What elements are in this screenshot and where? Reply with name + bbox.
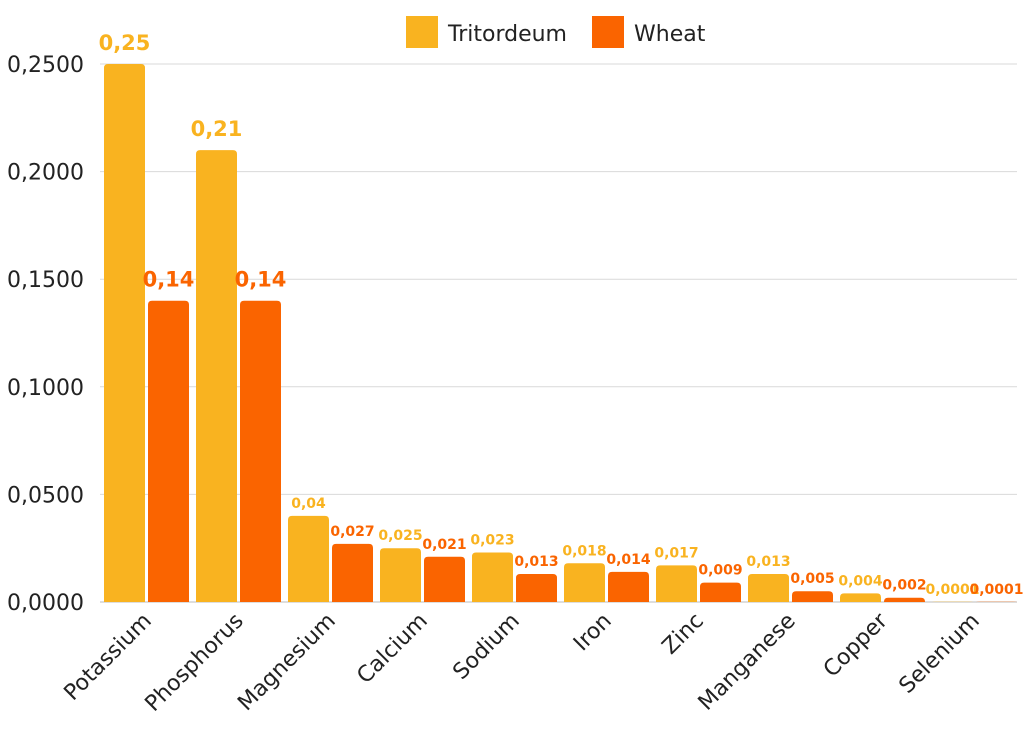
- y-tick-label: 0,1500: [7, 268, 84, 293]
- bar-tritordeum: [840, 593, 881, 602]
- bar-wheat: [792, 591, 833, 602]
- x-tick-label: Potassium: [60, 609, 157, 706]
- data-label: 0,013: [514, 554, 558, 570]
- bar-tritordeum: [656, 565, 697, 602]
- legend: Tritordeum Wheat: [406, 16, 706, 48]
- data-label: 0,21: [191, 117, 243, 141]
- x-tick-label: Manganese: [694, 609, 801, 716]
- y-tick-label: 0,0500: [7, 483, 84, 508]
- bar-wheat: [516, 574, 557, 602]
- data-label: 0,14: [143, 268, 195, 292]
- bar-tritordeum: [472, 552, 513, 602]
- bar-tritordeum: [196, 150, 237, 602]
- x-tick-label: Magnesium: [233, 609, 340, 716]
- bar-wheat: [332, 543, 373, 602]
- legend-label: Tritordeum: [447, 22, 567, 47]
- bar-wheat: [700, 582, 741, 602]
- legend-label: Wheat: [634, 22, 706, 47]
- x-tick-label: Copper: [819, 608, 893, 682]
- bar-wheat: [148, 300, 189, 602]
- x-tick-label: Selenium: [895, 609, 985, 699]
- y-tick-label: 0,2000: [7, 161, 84, 186]
- legend-swatch-tritordeum: [406, 16, 438, 48]
- bar-tritordeum: [932, 601, 973, 603]
- x-tick-label: Sodium: [448, 609, 524, 685]
- data-label: 0,027: [330, 524, 374, 540]
- gridlines: [100, 63, 1017, 603]
- data-label: 0,0001: [925, 582, 979, 598]
- data-label: 0,023: [470, 533, 514, 549]
- data-label: 0,017: [654, 545, 698, 561]
- data-label: 0,013: [746, 554, 790, 570]
- x-tick-label: Phosphorus: [141, 609, 249, 717]
- bar-tritordeum: [104, 64, 145, 602]
- data-label: 0,25: [99, 31, 151, 55]
- bar-wheat: [424, 556, 465, 602]
- y-tick-label: 0,2500: [7, 53, 84, 78]
- bar-wheat: [884, 597, 925, 602]
- data-label: 0,025: [378, 528, 422, 544]
- data-label: 0,004: [838, 573, 883, 589]
- bar-tritordeum: [380, 548, 421, 602]
- x-tick-label: Calcium: [352, 609, 432, 689]
- data-label: 0,14: [235, 268, 287, 292]
- bar-tritordeum: [748, 574, 789, 602]
- y-axis: 0,0000 0,0500 0,1000 0,1500 0,2000 0,2500: [7, 53, 84, 616]
- y-tick-label: 0,0000: [7, 591, 84, 616]
- data-label: 0,005: [790, 571, 834, 587]
- bar-tritordeum: [564, 563, 605, 602]
- data-label: 0,002: [882, 578, 926, 594]
- data-label: 0,018: [562, 543, 606, 559]
- legend-swatch-wheat: [592, 16, 624, 48]
- bar-wheat: [976, 601, 1017, 603]
- bar-tritordeum: [288, 515, 329, 602]
- x-tick-label: Zinc: [658, 609, 709, 660]
- data-label: 0,009: [698, 563, 742, 579]
- y-tick-label: 0,1000: [7, 376, 84, 401]
- data-label: 0,021: [422, 537, 466, 553]
- data-label: 0,014: [606, 552, 651, 568]
- x-tick-label: Iron: [569, 609, 617, 657]
- bar-wheat: [608, 571, 649, 602]
- bar-wheat: [240, 300, 281, 602]
- bars: [104, 64, 1017, 603]
- data-label: 0,04: [291, 496, 326, 512]
- data-label: 0,0001: [969, 582, 1023, 598]
